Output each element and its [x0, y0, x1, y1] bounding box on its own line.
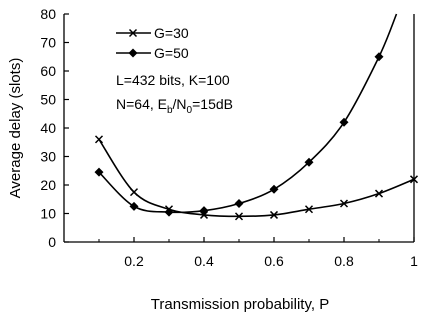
data-point-diamond-marker: [304, 157, 314, 167]
y-tick-label: 80: [40, 6, 56, 22]
legend: G=30 G=50: [116, 25, 189, 61]
y-tick-label: 10: [40, 206, 56, 222]
series-line-g-30: [98, 138, 415, 218]
legend-label-g50: G=50: [154, 45, 189, 61]
x-tick-label: 0.8: [334, 253, 354, 269]
annotation-params-2: N=64, Eb/N0=15dB: [116, 96, 233, 116]
x-ticks: 0.2 0.4 0.6 0.8 1: [98, 237, 418, 269]
legend-marker-x: [128, 28, 138, 38]
x-tick-label: 0.2: [124, 253, 144, 269]
y-tick-label: 60: [40, 63, 56, 79]
x-tick-label: 0.6: [264, 253, 284, 269]
data-point-diamond-marker: [164, 207, 174, 217]
data-point-diamond-marker: [374, 52, 384, 62]
data-point-x-marker: [304, 205, 314, 214]
data-point-x-marker: [374, 189, 384, 198]
data-point-x-marker: [269, 210, 279, 219]
y-ticks: 0 10 20 30 40 50 60 70 80: [40, 6, 69, 250]
y-tick-label: 70: [40, 35, 56, 51]
legend-label-g30: G=30: [154, 25, 189, 41]
x-axis-label: Transmission probability, P: [151, 296, 329, 313]
data-point-x-marker: [234, 212, 244, 221]
data-point-x-marker: [339, 199, 349, 208]
data-point-diamond-marker: [269, 184, 279, 194]
data-point-diamond-marker: [94, 167, 104, 177]
data-point-diamond-marker: [234, 199, 244, 209]
data-point-diamond-marker: [339, 117, 349, 127]
series-layer: [94, 13, 419, 221]
annotation-params-1: L=432 bits, K=100: [116, 72, 230, 88]
y-axis-label: Average delay (slots): [7, 58, 24, 199]
y-tick-label: 50: [40, 92, 56, 108]
data-point-diamond-marker: [199, 206, 209, 216]
series-line-g-50: [98, 13, 398, 214]
data-point-x-marker: [129, 188, 139, 197]
x-tick-label: 0.4: [194, 253, 214, 269]
y-tick-label: 30: [40, 149, 56, 165]
y-tick-label: 20: [40, 177, 56, 193]
x-tick-label: 1: [410, 253, 418, 269]
data-point-x-marker: [94, 135, 104, 144]
data-point-diamond-marker: [129, 201, 139, 211]
y-tick-label: 40: [40, 120, 56, 136]
y-tick-label: 0: [48, 234, 56, 250]
legend-marker-diamond: [128, 48, 138, 58]
data-point-x-marker: [409, 175, 419, 184]
